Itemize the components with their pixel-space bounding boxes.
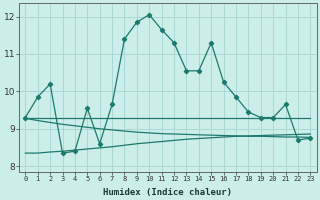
X-axis label: Humidex (Indice chaleur): Humidex (Indice chaleur): [103, 188, 232, 197]
